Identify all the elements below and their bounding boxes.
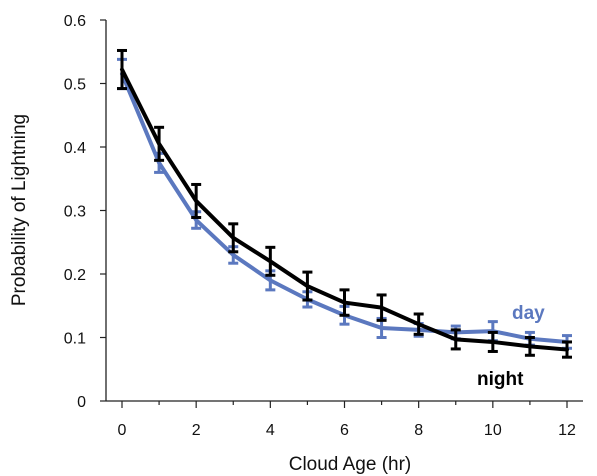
axes: 0 0.1 0.2 0.3 0.4 0.5 0.6 0 2 4 6 8 10 12: [64, 13, 583, 439]
x-tick-label: 6: [340, 422, 349, 439]
series-label-night: night: [477, 369, 524, 390]
y-axis-title: Probability of Lightning: [9, 114, 30, 306]
y-tick-label: 0.3: [64, 204, 86, 221]
y-tick-label: 0.1: [64, 331, 86, 348]
x-tick-label: 10: [484, 422, 502, 439]
chart-labels: Cloud Age (hr) Probability of Lightning …: [9, 114, 545, 475]
x-tick-label: 0: [118, 422, 127, 439]
y-tick-label: 0.4: [64, 140, 86, 157]
y-tick-label: 0: [77, 394, 86, 411]
y-tick-label: 0.5: [64, 77, 86, 94]
x-axis-title: Cloud Age (hr): [289, 454, 412, 475]
data-series: [117, 48, 572, 359]
x-tick-label: 2: [192, 422, 201, 439]
x-tick-label: 12: [558, 422, 576, 439]
y-tick-label: 0.2: [64, 267, 86, 284]
y-tick-label: 0.6: [64, 13, 86, 30]
x-tick-label: 4: [266, 422, 275, 439]
x-tick-label: 8: [414, 422, 423, 439]
series-night: [117, 48, 572, 359]
series-label-day: day: [512, 303, 545, 324]
